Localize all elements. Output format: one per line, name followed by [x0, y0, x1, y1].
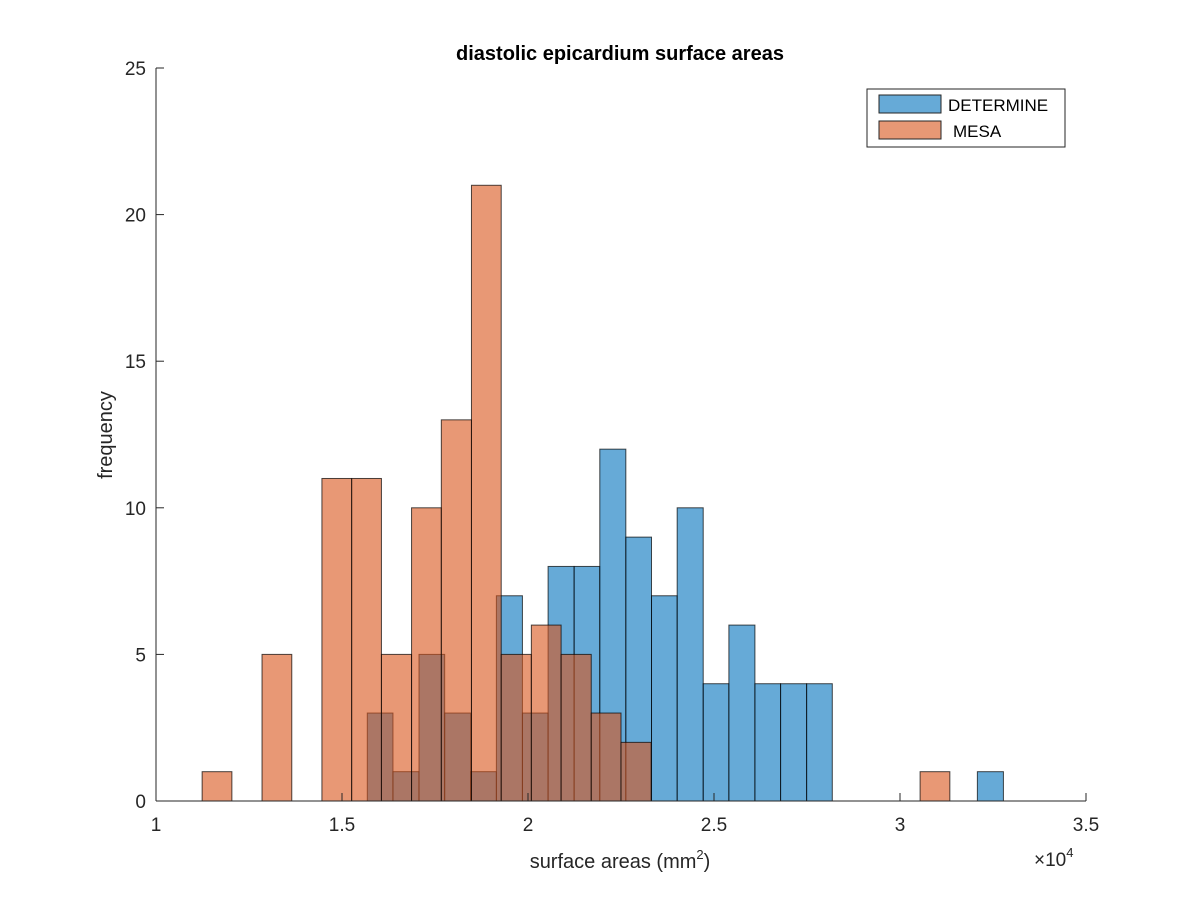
- legend-label-mesa: MESA: [953, 122, 1002, 141]
- bar-determine-16: [780, 683, 808, 802]
- legend: DETERMINE MESA: [866, 88, 1066, 148]
- bar-mesa-8: [500, 653, 532, 802]
- x-axis-exponent-superscript: 4: [1066, 845, 1073, 860]
- y-ticks: 0 5 10 15 20 25: [125, 59, 164, 813]
- bar-mesa-12: [620, 741, 652, 802]
- legend-swatch-mesa: [878, 120, 942, 140]
- legend-swatch-determine: [878, 94, 942, 114]
- y-tick-label: 5: [135, 645, 146, 666]
- y-tick-label: 15: [125, 352, 146, 373]
- y-tick-label: 25: [125, 59, 146, 80]
- bar-determine-11: [651, 595, 678, 802]
- x-axis-exponent: ×104: [1034, 845, 1073, 871]
- series-mesa: [201, 184, 951, 802]
- legend-label-determine: DETERMINE: [948, 96, 1048, 115]
- bar-mesa-11: [590, 712, 622, 802]
- y-tick-label: 0: [135, 792, 146, 813]
- x-tick-label: 3.5: [1073, 815, 1099, 836]
- bar-mesa-9: [530, 624, 562, 802]
- bar-mesa-7: [470, 184, 502, 802]
- bar-mesa-1: [261, 653, 293, 802]
- x-tick-label: 2.5: [701, 815, 727, 836]
- x-axis-exponent-base: ×10: [1034, 850, 1066, 871]
- bar-determine-18: [976, 771, 1004, 802]
- x-axis-label-text: surface areas (mm: [530, 851, 697, 873]
- bar-determine-15: [754, 683, 782, 802]
- x-axis-label-close: ): [704, 851, 711, 873]
- y-tick-label: 10: [125, 499, 146, 520]
- x-axis-label: surface areas (mm2): [530, 847, 711, 873]
- bar-mesa-13: [919, 771, 951, 802]
- y-tick-label: 20: [125, 206, 146, 227]
- bar-mesa-3: [351, 477, 382, 802]
- bar-determine-12: [676, 507, 704, 802]
- bar-mesa-10: [560, 653, 592, 802]
- bar-mesa-6: [440, 419, 472, 802]
- bar-determine-17: [806, 683, 833, 802]
- x-ticks: 1 1.5 2 2.5 3 3.5: [151, 793, 1099, 836]
- x-tick-label: 3: [895, 815, 906, 836]
- x-tick-label: 1.5: [329, 815, 355, 836]
- x-tick-label: 1: [151, 815, 162, 836]
- y-axis-label: frequency: [95, 391, 117, 479]
- bar-determine-13: [702, 683, 730, 802]
- bar-mesa-5: [411, 507, 442, 802]
- bar-mesa-4: [380, 653, 413, 802]
- x-axis-label-superscript: 2: [696, 847, 703, 862]
- chart-title: diastolic epicardium surface areas: [456, 43, 784, 65]
- axes: 1 1.5 2 2.5 3 3.5 0 5 10 15 20 25: [125, 59, 1099, 836]
- bar-determine-14: [728, 624, 756, 802]
- bar-mesa-0: [201, 771, 233, 802]
- bar-mesa-2: [321, 477, 353, 802]
- x-tick-label: 2: [523, 815, 534, 836]
